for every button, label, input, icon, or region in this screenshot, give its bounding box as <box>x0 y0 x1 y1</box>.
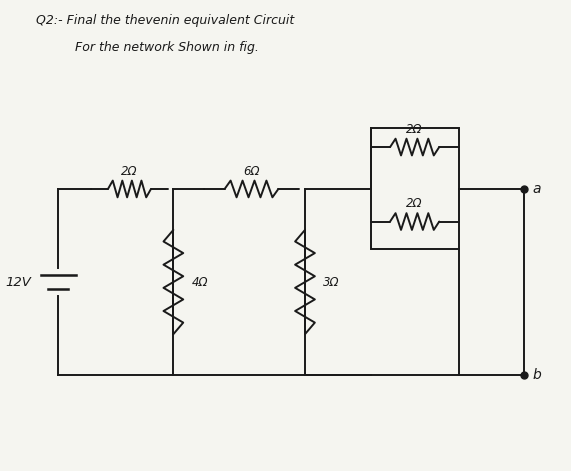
Text: Q2:- Final the thevenin equivalent Circuit: Q2:- Final the thevenin equivalent Circu… <box>36 15 295 27</box>
Bar <box>371 129 459 250</box>
Text: 4Ω: 4Ω <box>191 276 208 289</box>
Text: 3Ω: 3Ω <box>323 276 340 289</box>
Text: 6Ω: 6Ω <box>243 165 260 178</box>
Text: 2Ω: 2Ω <box>121 165 138 178</box>
Text: 2Ω: 2Ω <box>407 123 423 136</box>
Text: b: b <box>533 368 541 382</box>
Text: 2Ω: 2Ω <box>407 197 423 211</box>
Text: 12V: 12V <box>5 276 31 289</box>
Text: For the network Shown in fig.: For the network Shown in fig. <box>75 41 259 54</box>
Text: a: a <box>533 182 541 196</box>
